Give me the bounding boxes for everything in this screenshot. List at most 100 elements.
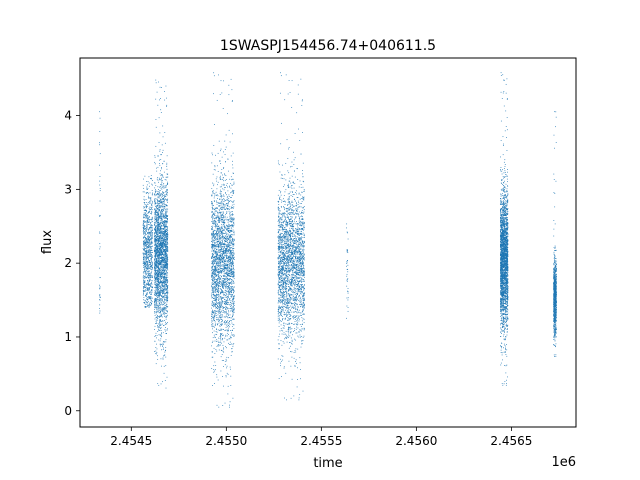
data-point [232, 217, 234, 219]
data-point [144, 242, 145, 244]
data-point [161, 246, 163, 248]
data-point [220, 328, 222, 330]
data-point [212, 278, 214, 280]
data-point [165, 252, 166, 254]
data-point [163, 282, 165, 284]
data-point [222, 338, 223, 340]
data-point [163, 226, 165, 228]
data-point [144, 253, 146, 255]
data-point [212, 276, 214, 277]
data-point [222, 291, 224, 292]
data-point [233, 308, 235, 310]
data-point [225, 305, 227, 307]
data-point [162, 269, 163, 271]
data-point [143, 196, 145, 198]
data-point [160, 327, 162, 329]
data-point [155, 211, 157, 213]
data-point [215, 323, 217, 325]
data-point [156, 221, 158, 223]
data-point [155, 274, 157, 276]
data-point [161, 274, 162, 276]
data-point [158, 257, 160, 259]
data-point [99, 299, 101, 300]
data-point [158, 239, 160, 241]
data-point [226, 235, 228, 237]
data-point [147, 256, 149, 258]
data-point [157, 271, 159, 273]
data-point [154, 261, 156, 263]
data-point [165, 239, 166, 240]
data-point [164, 132, 166, 133]
data-point [154, 203, 156, 204]
data-point [99, 153, 101, 155]
data-point [158, 317, 160, 318]
data-point [164, 242, 166, 244]
data-point [163, 260, 164, 262]
data-point [230, 306, 231, 307]
data-point [227, 280, 229, 282]
data-point [148, 233, 150, 235]
data-point [149, 292, 150, 293]
data-point [224, 316, 225, 318]
data-point [155, 287, 156, 289]
data-point [154, 273, 156, 274]
data-point [162, 244, 164, 245]
data-point [220, 335, 221, 336]
data-point [164, 267, 165, 268]
data-point [164, 229, 165, 231]
data-point [158, 254, 160, 256]
data-point [154, 238, 156, 240]
data-point [228, 290, 230, 292]
data-point [151, 206, 153, 208]
data-point [159, 290, 160, 292]
data-point [162, 286, 164, 288]
data-point [160, 231, 162, 232]
data-point [159, 205, 161, 207]
data-point [163, 231, 165, 232]
data-point [146, 301, 148, 303]
data-point [151, 269, 153, 270]
data-point [157, 298, 159, 300]
data-point [163, 213, 165, 215]
data-point [218, 345, 220, 347]
data-point [213, 277, 215, 278]
data-point [155, 284, 157, 286]
data-point [148, 247, 150, 249]
data-point [214, 237, 216, 238]
data-point [221, 232, 222, 233]
data-point [144, 267, 146, 269]
data-point [158, 193, 159, 195]
data-point [143, 272, 145, 274]
data-point [157, 293, 159, 295]
data-point [165, 258, 167, 260]
data-point [162, 249, 164, 251]
data-point [157, 177, 159, 178]
data-point [224, 262, 225, 264]
data-point [217, 238, 218, 240]
data-point [159, 202, 161, 204]
data-point [230, 217, 232, 219]
data-point [157, 270, 158, 271]
data-point [162, 199, 164, 201]
data-point [145, 207, 147, 209]
data-point [151, 209, 153, 211]
data-point [150, 272, 152, 274]
data-point [158, 264, 160, 266]
data-point [142, 253, 144, 255]
data-point [154, 271, 156, 273]
data-point [160, 301, 162, 303]
data-point [157, 310, 159, 312]
data-point [166, 275, 168, 276]
data-point [219, 230, 221, 232]
data-point [150, 260, 152, 262]
data-point [147, 189, 148, 190]
data-point [151, 287, 153, 288]
data-point [215, 307, 216, 309]
data-point [162, 357, 164, 359]
data-point [164, 289, 166, 290]
data-point [225, 290, 227, 292]
data-point [158, 274, 160, 275]
data-point [147, 220, 149, 221]
data-point [159, 243, 160, 245]
data-point [163, 347, 164, 349]
